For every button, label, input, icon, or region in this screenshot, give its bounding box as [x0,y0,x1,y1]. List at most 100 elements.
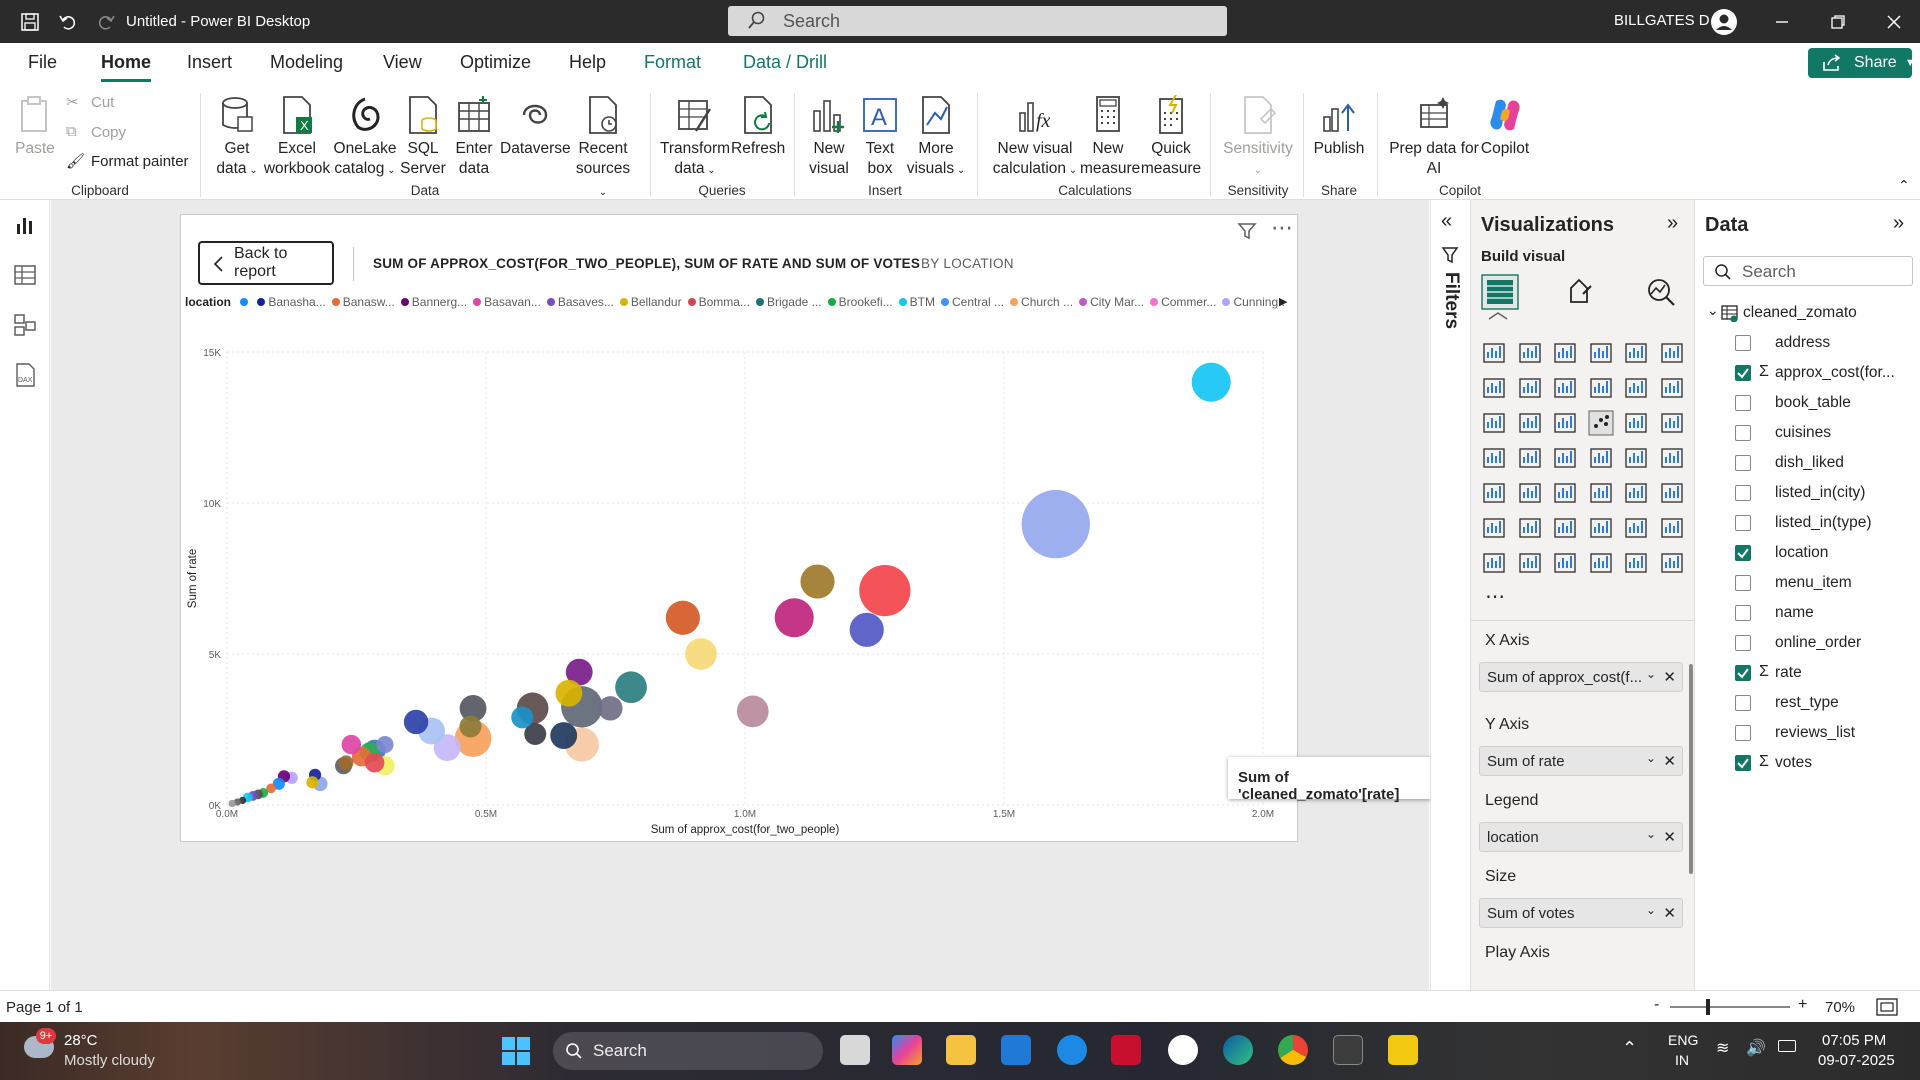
bubble[interactable] [800,564,835,599]
legend-next-icon[interactable]: ▶ [1279,296,1288,308]
filters-pane-collapsed[interactable]: « Filters [1430,200,1470,990]
search-input[interactable]: Search [728,6,1227,36]
copilot-taskbar-icon[interactable] [892,1035,922,1065]
avatar[interactable] [1711,9,1737,35]
field-item[interactable]: name [1735,604,1915,626]
area-visual-icon[interactable] [1517,375,1543,401]
pie-visual-icon[interactable] [1623,410,1649,436]
tab-home[interactable]: Home [101,52,152,82]
field-item[interactable]: rest_type [1735,694,1915,716]
clustered-column-visual-icon[interactable] [1588,340,1614,366]
clock-date[interactable]: 09-07-2025 [1818,1052,1895,1069]
legend-item[interactable]: Bomma... [687,295,750,309]
gauge-visual-icon[interactable] [1623,445,1649,471]
publish-button[interactable]: Publish [1310,95,1368,159]
multi-row-card-visual-icon[interactable] [1481,480,1507,506]
bubble[interactable] [859,564,911,617]
narrative-visual-icon[interactable] [1659,550,1685,576]
dax-query-view-icon[interactable]: DAX [12,362,38,388]
legend-item[interactable] [240,295,251,309]
prep-data-for-ai-button[interactable]: Prep data for AI [1384,95,1484,179]
azure-map-visual-icon[interactable] [1588,445,1614,471]
legend-item[interactable]: Commer... [1150,295,1216,309]
mcafee-icon[interactable] [1111,1035,1141,1065]
undo-icon[interactable] [48,0,88,43]
new-visual-calculation-button[interactable]: fx New visual calculation ⌄ [985,95,1085,181]
refresh-button[interactable]: Refresh [731,95,785,159]
remove-field-icon[interactable]: ✕ [1663,669,1676,686]
funnel-visual-icon[interactable] [1552,410,1578,436]
new-card-visual-icon[interactable] [1588,550,1614,576]
transform-data-button[interactable]: Transform data ⌄ [660,95,730,181]
restore-icon[interactable] [1818,0,1858,43]
field-checkbox[interactable] [1735,365,1751,381]
microsoft-store-icon[interactable] [1001,1035,1031,1065]
decomposition-tree-visual-icon[interactable] [1552,515,1578,541]
field-item[interactable]: menu_item [1735,574,1915,596]
field-checkbox[interactable] [1735,665,1751,681]
volume-icon[interactable]: 🔊 [1746,1040,1766,1057]
x-axis-field-well[interactable]: Sum of approx_cost(f... ⌄ ✕ [1479,662,1683,692]
legend-item[interactable]: Brookefi... [827,295,893,309]
power-bi-icon[interactable] [1388,1035,1418,1065]
field-checkbox[interactable] [1735,695,1751,711]
field-item[interactable]: listed_in(city) [1735,484,1915,506]
chevron-down-icon[interactable]: ⌄ [1645,667,1656,681]
filter-icon[interactable] [1237,221,1257,241]
more-options-icon[interactable]: ⋯ [1271,215,1293,240]
bubble[interactable] [565,658,593,686]
dataverse-button[interactable]: Dataverse [500,95,571,159]
zoom-in-icon[interactable]: + [1798,996,1808,1013]
key-influencers-visual-icon[interactable] [1517,515,1543,541]
field-checkbox[interactable] [1735,725,1751,741]
matrix-visual-icon[interactable] [1623,480,1649,506]
power-apps-visual-icon[interactable] [1517,550,1543,576]
remove-field-icon[interactable]: ✕ [1663,753,1676,770]
remove-field-icon[interactable]: ✕ [1663,829,1676,846]
stacked-column-visual-icon[interactable] [1517,340,1543,366]
bubble[interactable] [555,679,583,707]
100-bar-visual-icon[interactable] [1623,340,1649,366]
file-explorer-icon[interactable] [946,1035,976,1065]
bubble[interactable] [615,671,647,704]
back-to-report-button[interactable]: Back to report [198,241,334,285]
excel-workbook-button[interactable]: X Excel workbook [262,95,332,179]
filled-map-visual-icon[interactable] [1552,445,1578,471]
tab-view[interactable]: View [383,52,422,72]
python-visual-visual-icon[interactable] [1481,515,1507,541]
windows-start-icon[interactable] [501,1036,531,1066]
legend-item[interactable]: Basavan... [473,295,541,309]
field-checkbox[interactable] [1735,335,1751,351]
weather-temp[interactable]: 28°C [64,1032,98,1049]
field-checkbox[interactable] [1735,425,1751,441]
chevron-double-left-icon[interactable]: « [1441,210,1453,232]
field-item[interactable]: listed_in(type) [1735,514,1915,536]
field-item[interactable]: book_table [1735,394,1915,416]
bubble[interactable] [306,776,319,789]
bubble[interactable] [774,598,814,638]
tab-format[interactable]: Format [644,52,702,72]
save-icon[interactable] [10,0,50,43]
ribbon-visual-icon[interactable] [1481,410,1507,436]
more-visuals-ellipsis-icon[interactable]: ⋯ [1485,586,1505,608]
bubble[interactable] [266,783,276,794]
zoom-slider-thumb[interactable] [1706,999,1710,1015]
field-item[interactable]: location [1735,544,1915,566]
close-icon[interactable] [1874,0,1914,43]
tab-file[interactable]: File [28,52,58,72]
qa-visual-icon[interactable] [1588,515,1614,541]
treemap-visual-icon[interactable] [1481,445,1507,471]
bubble[interactable] [1021,489,1090,559]
slicer-visual-icon[interactable] [1552,480,1578,506]
copy-button[interactable]: ⧉ Copy [66,123,126,141]
field-checkbox[interactable] [1735,515,1751,531]
tab-data-drill[interactable]: Data / Drill [743,52,828,72]
field-item[interactable]: online_order [1735,634,1915,656]
legend-item[interactable]: Church ... [1010,295,1073,309]
bubble[interactable] [364,752,385,773]
model-view-icon[interactable] [12,312,38,338]
chrome-icon[interactable] [1278,1035,1308,1065]
paste-button[interactable]: Paste [14,95,56,159]
